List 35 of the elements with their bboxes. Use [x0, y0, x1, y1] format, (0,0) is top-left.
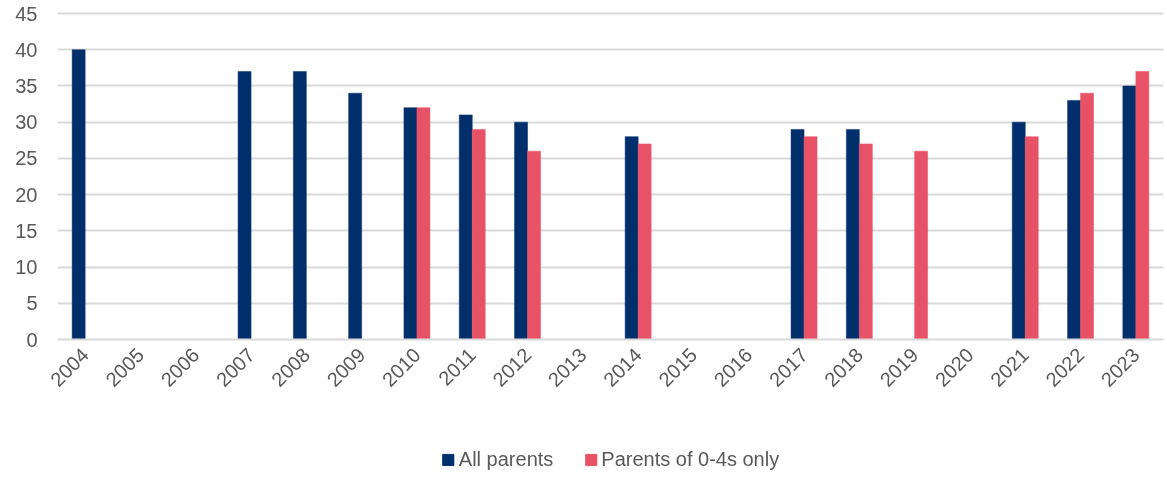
y-tick-label: 20 [15, 183, 38, 206]
bar [1012, 121, 1026, 340]
y-tick-label: 10 [15, 256, 38, 279]
bar [1135, 71, 1150, 340]
bar [637, 143, 652, 340]
y-tick-label: 40 [15, 38, 38, 61]
bar [846, 129, 860, 340]
bar [790, 129, 805, 340]
bar [514, 121, 528, 340]
y-tick-label: 5 [26, 292, 38, 315]
bar [472, 129, 486, 340]
legend-label: All parents [458, 447, 554, 471]
bar [71, 49, 86, 340]
legend-label: Parents of 0-4s only [601, 447, 780, 471]
y-tick-label: 25 [15, 147, 38, 170]
bar [527, 150, 541, 340]
y-tick-label: 35 [15, 74, 38, 97]
bar [403, 107, 418, 340]
y-tick-label: 15 [15, 219, 38, 242]
bar [1067, 100, 1081, 340]
bar [859, 143, 873, 340]
bar [1122, 85, 1137, 340]
bar [803, 136, 818, 340]
bar [237, 71, 252, 340]
bar [1080, 92, 1094, 340]
y-tick-label: 0 [26, 328, 38, 351]
y-tick-label: 45 [15, 2, 38, 25]
bar [416, 107, 431, 340]
bar [1025, 136, 1039, 340]
bar [348, 92, 362, 340]
bar [293, 71, 307, 340]
bar [459, 114, 473, 340]
bar [914, 150, 928, 340]
y-tick-label: 30 [15, 111, 38, 134]
bar [624, 136, 639, 340]
